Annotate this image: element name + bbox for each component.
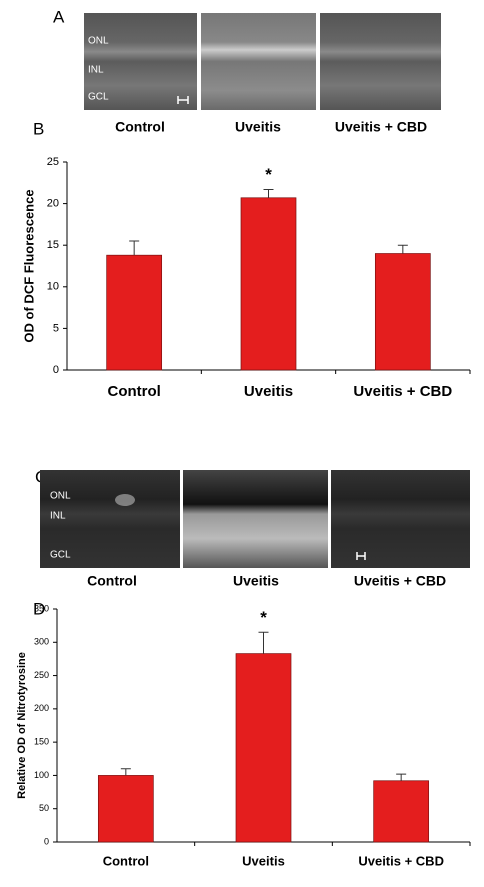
y-tick-label: 5 <box>53 322 59 334</box>
annotation: * <box>260 608 267 627</box>
annotation: * <box>265 165 272 184</box>
y-tick-label: 20 <box>47 198 59 210</box>
micrograph <box>201 13 316 110</box>
x-tick-label: Control <box>108 383 161 400</box>
bar <box>235 653 292 843</box>
y-axis-label: Relative OD of Nitrotyrosine <box>16 652 28 799</box>
scale-bar <box>177 96 189 104</box>
caption: Uveitis + CBD <box>354 573 446 589</box>
caption: Control <box>115 119 165 135</box>
bar <box>374 253 431 371</box>
layer-label: GCL <box>50 550 71 561</box>
x-tick-label: Uveitis + CBD <box>353 383 452 400</box>
error-bar <box>396 773 407 781</box>
y-tick-label: 10 <box>47 281 59 293</box>
y-axis-label: OD of DCF Fluorescence <box>21 189 36 342</box>
y-tick-label: 200 <box>34 703 49 713</box>
y-tick-label: 150 <box>34 737 49 747</box>
layer-label: INL <box>88 65 104 76</box>
x-tick-label: Uveitis + CBD <box>358 853 444 868</box>
caption: Uveitis <box>235 119 281 135</box>
x-tick-label: Uveitis <box>242 853 285 868</box>
layer-label: ONL <box>50 491 71 502</box>
y-tick-label: 100 <box>34 770 49 780</box>
micrograph-detail <box>115 494 135 506</box>
bar <box>106 254 163 371</box>
bar <box>373 780 430 843</box>
scale-bar <box>356 552 366 560</box>
micrograph <box>84 13 197 110</box>
caption: Control <box>87 573 137 589</box>
bar <box>97 775 154 843</box>
y-tick-label: 300 <box>34 637 49 647</box>
panel-letter: D <box>33 599 45 618</box>
y-tick-label: 25 <box>47 156 59 168</box>
micrograph <box>40 470 180 568</box>
layer-label: INL <box>50 511 66 522</box>
panel-letter: B <box>33 119 44 138</box>
caption: Uveitis <box>233 573 279 589</box>
y-tick-label: 250 <box>34 670 49 680</box>
error-bar <box>258 631 269 654</box>
bar <box>240 197 297 371</box>
y-tick-label: 50 <box>39 803 49 813</box>
y-tick-label: 0 <box>53 364 59 376</box>
micrograph <box>320 13 441 110</box>
micrograph <box>331 470 470 568</box>
x-tick-label: Control <box>103 853 149 868</box>
layer-label: GCL <box>88 92 109 103</box>
layer-label: ONL <box>88 36 109 47</box>
caption: Uveitis + CBD <box>335 119 427 135</box>
error-bar <box>129 240 140 256</box>
y-tick-label: 350 <box>34 603 49 613</box>
y-tick-label: 0 <box>44 836 49 846</box>
error-bar <box>263 188 274 198</box>
y-tick-label: 15 <box>47 239 59 251</box>
error-bar <box>120 768 131 776</box>
error-bar <box>397 244 408 254</box>
micrograph <box>183 470 328 568</box>
panel-letter: A <box>53 7 65 26</box>
x-tick-label: Uveitis <box>244 383 293 400</box>
